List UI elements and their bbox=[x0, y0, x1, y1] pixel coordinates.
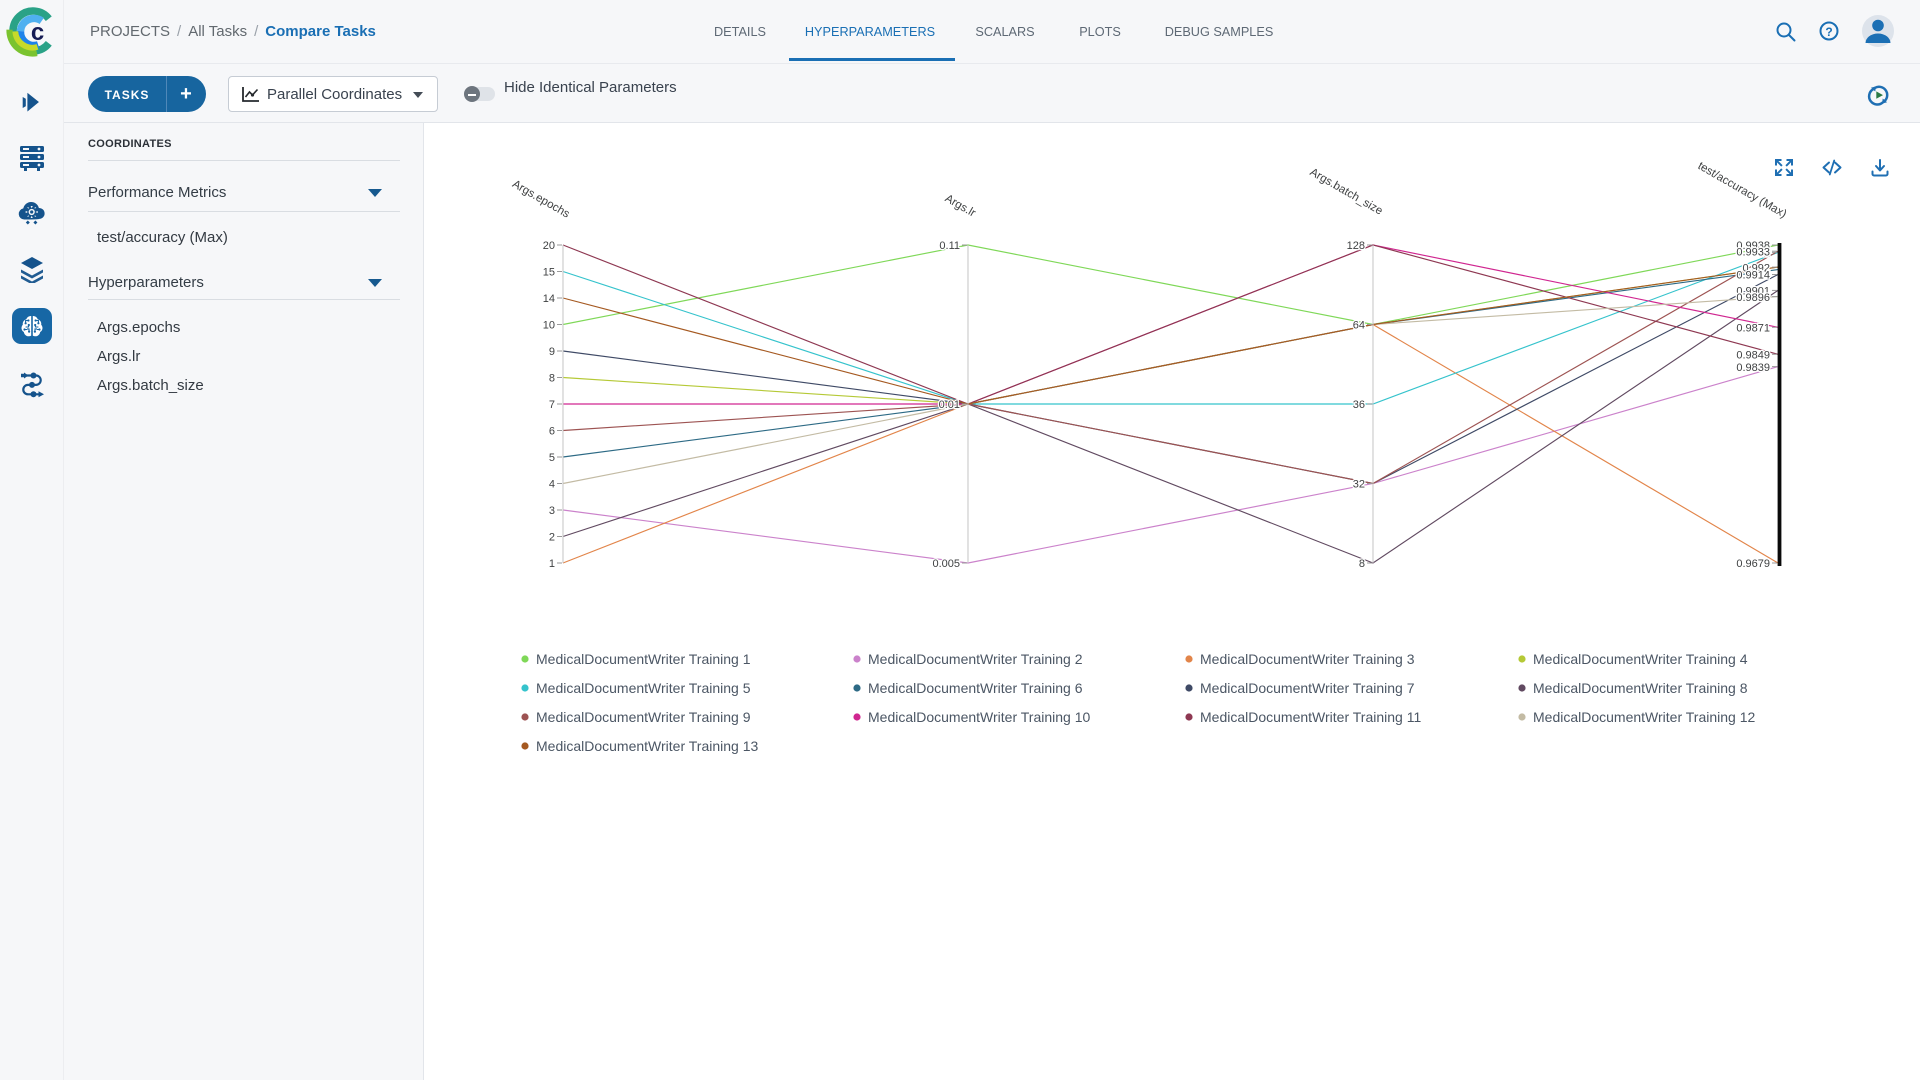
svg-text:32: 32 bbox=[1353, 479, 1365, 491]
svg-text:0.9933: 0.9933 bbox=[1736, 246, 1770, 258]
svg-text:6: 6 bbox=[549, 426, 555, 438]
svg-text:0.9914: 0.9914 bbox=[1736, 270, 1770, 282]
svg-text:0.9932: 0.9932 bbox=[1736, 248, 1770, 260]
svg-text:4: 4 bbox=[549, 479, 555, 491]
svg-text:8: 8 bbox=[549, 373, 555, 385]
svg-text:10: 10 bbox=[543, 320, 555, 332]
svg-text:0.9679: 0.9679 bbox=[1736, 558, 1770, 570]
svg-text:MedicalDocumentWriter Training: MedicalDocumentWriter Training 1 bbox=[536, 651, 751, 667]
svg-text:MedicalDocumentWriter Training: MedicalDocumentWriter Training 5 bbox=[536, 680, 751, 696]
svg-text:MedicalDocumentWriter Training: MedicalDocumentWriter Training 7 bbox=[1200, 680, 1415, 696]
svg-text:0.11: 0.11 bbox=[939, 240, 960, 252]
svg-text:0.9839: 0.9839 bbox=[1736, 362, 1770, 374]
svg-text:15: 15 bbox=[543, 267, 555, 279]
svg-text:Args.epochs: Args.epochs bbox=[510, 178, 572, 220]
svg-text:0.9896: 0.9896 bbox=[1736, 292, 1770, 304]
svg-text:20: 20 bbox=[543, 240, 555, 252]
svg-text:8: 8 bbox=[1359, 558, 1365, 570]
svg-text:test/accuracy (Max): test/accuracy (Max) bbox=[1696, 160, 1789, 221]
svg-text:64: 64 bbox=[1353, 320, 1365, 332]
svg-text:0.9901: 0.9901 bbox=[1736, 286, 1770, 298]
svg-text:36: 36 bbox=[1353, 399, 1365, 411]
svg-text:Args.lr: Args.lr bbox=[943, 193, 978, 220]
svg-text:MedicalDocumentWriter Training: MedicalDocumentWriter Training 2 bbox=[868, 651, 1083, 667]
svg-text:0.9871: 0.9871 bbox=[1736, 323, 1770, 335]
svg-text:c: c bbox=[31, 19, 44, 46]
svg-text:0.005: 0.005 bbox=[932, 558, 960, 570]
svg-text:14: 14 bbox=[543, 293, 555, 305]
svg-text:0.9849: 0.9849 bbox=[1736, 350, 1770, 362]
svg-text:2: 2 bbox=[549, 532, 555, 544]
svg-text:MedicalDocumentWriter Training: MedicalDocumentWriter Training 3 bbox=[1200, 651, 1415, 667]
svg-text:0.992: 0.992 bbox=[1742, 262, 1770, 274]
svg-text:MedicalDocumentWriter Training: MedicalDocumentWriter Training 12 bbox=[1533, 709, 1755, 725]
svg-text:3: 3 bbox=[549, 505, 555, 517]
svg-text:9: 9 bbox=[549, 346, 555, 358]
svg-text:0.9938: 0.9938 bbox=[1736, 240, 1770, 252]
svg-text:7: 7 bbox=[549, 399, 555, 411]
svg-text:MedicalDocumentWriter Training: MedicalDocumentWriter Training 4 bbox=[1533, 651, 1748, 667]
svg-text:0.01: 0.01 bbox=[939, 399, 960, 411]
svg-text:MedicalDocumentWriter Training: MedicalDocumentWriter Training 8 bbox=[1533, 680, 1748, 696]
svg-text:MedicalDocumentWriter Training: MedicalDocumentWriter Training 13 bbox=[536, 738, 758, 754]
svg-text:128: 128 bbox=[1347, 240, 1365, 252]
svg-text:MedicalDocumentWriter Training: MedicalDocumentWriter Training 6 bbox=[868, 680, 1083, 696]
svg-text:Args.batch_size: Args.batch_size bbox=[1308, 166, 1385, 217]
svg-text:MedicalDocumentWriter Training: MedicalDocumentWriter Training 11 bbox=[1200, 709, 1421, 725]
svg-text:MedicalDocumentWriter Training: MedicalDocumentWriter Training 9 bbox=[536, 709, 751, 725]
svg-text:1: 1 bbox=[549, 558, 555, 570]
svg-text:MedicalDocumentWriter Training: MedicalDocumentWriter Training 10 bbox=[868, 709, 1090, 725]
svg-text:5: 5 bbox=[549, 452, 555, 464]
svg-text:?: ? bbox=[1825, 25, 1832, 39]
